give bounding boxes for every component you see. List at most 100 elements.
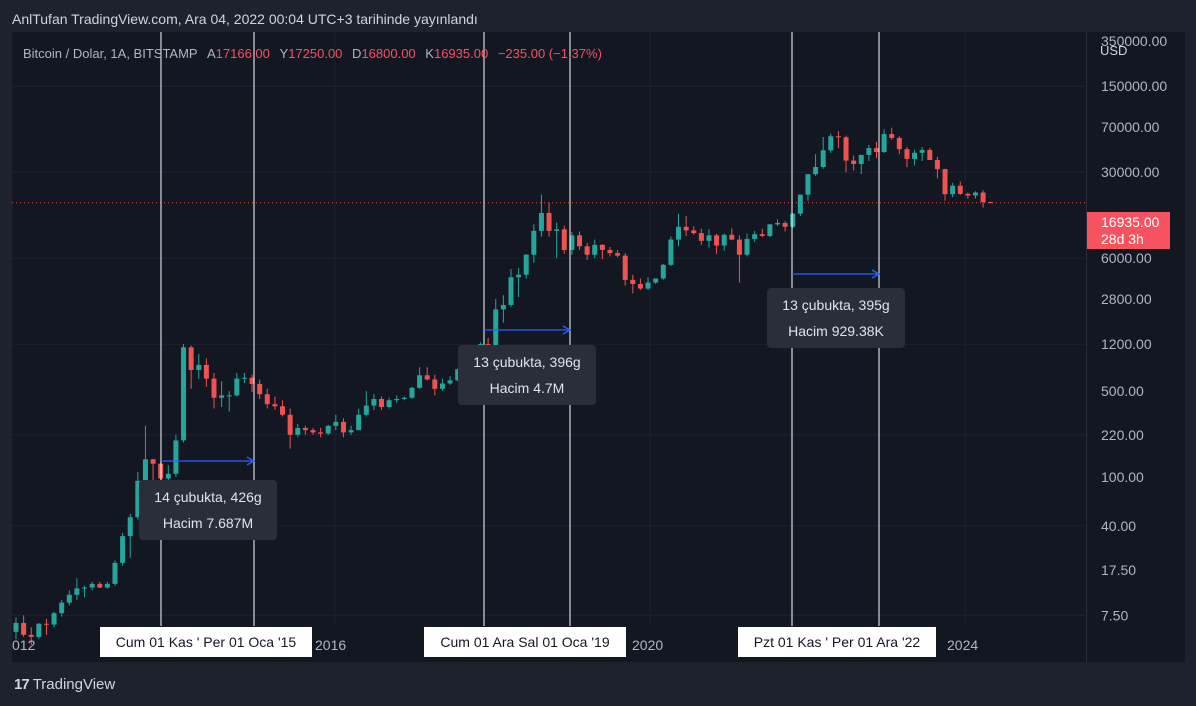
candle-body bbox=[972, 192, 978, 196]
currency-label[interactable]: USD bbox=[1100, 43, 1128, 58]
candle-body bbox=[348, 430, 354, 433]
candle-body bbox=[820, 150, 826, 167]
candle-body bbox=[74, 588, 80, 595]
candle-body bbox=[188, 347, 194, 370]
candle-body bbox=[554, 229, 560, 231]
current-price-value: 16935.00 bbox=[1101, 214, 1160, 230]
volume-value: Hacim 7.687M bbox=[162, 515, 254, 531]
candle-body bbox=[691, 230, 697, 234]
candle-body bbox=[302, 427, 308, 431]
candle-body bbox=[264, 394, 270, 405]
candle-body bbox=[211, 378, 217, 398]
candle-body bbox=[340, 421, 346, 433]
x-tick-label: 012 bbox=[12, 637, 36, 653]
candle-body bbox=[881, 134, 887, 152]
candle-body bbox=[104, 583, 110, 588]
candle-body bbox=[714, 235, 720, 246]
candle-body bbox=[577, 235, 583, 247]
candle-body bbox=[858, 154, 864, 164]
candle-body bbox=[51, 613, 57, 625]
measure-arrow-head bbox=[871, 269, 881, 279]
candle-body bbox=[257, 383, 263, 395]
measure-tooltip-1: 14 çubukta, 426g Hacim 7.687M bbox=[139, 480, 277, 540]
candle-body bbox=[112, 562, 118, 584]
candle-body bbox=[660, 264, 666, 279]
candle-body bbox=[767, 224, 773, 236]
candle-body bbox=[622, 255, 628, 280]
publish-info: AnlTufan TradingView.com, Ara 04, 2022 0… bbox=[12, 11, 478, 27]
y-tick-label: 2800.00 bbox=[1101, 291, 1152, 307]
candle-body bbox=[950, 185, 956, 195]
candle-body bbox=[615, 253, 621, 256]
candle-body bbox=[942, 169, 948, 195]
candle-body bbox=[287, 414, 293, 435]
candle-body bbox=[173, 440, 179, 474]
y-tick-label: 30000.00 bbox=[1101, 164, 1160, 180]
candle-body bbox=[592, 244, 598, 255]
close-value: 16935.00 bbox=[433, 46, 489, 61]
candle-body bbox=[927, 149, 933, 161]
candle-body bbox=[729, 234, 735, 240]
bars-count: 14 çubukta, 426g bbox=[154, 489, 262, 505]
x-highlight-label-3: Pzt 01 Kas ' Per 01 Ara '22 bbox=[738, 627, 936, 657]
candle-body bbox=[889, 134, 895, 138]
candle-body bbox=[828, 136, 834, 151]
candle-body bbox=[759, 234, 765, 236]
candle-body bbox=[538, 212, 544, 231]
candle-body bbox=[896, 137, 902, 150]
open-label: A bbox=[206, 46, 216, 61]
candle-body bbox=[371, 398, 377, 406]
candle-body bbox=[957, 185, 963, 194]
candle-body bbox=[645, 282, 651, 289]
candle-body bbox=[546, 212, 552, 231]
candle-body bbox=[965, 193, 971, 196]
candle-body bbox=[379, 398, 385, 408]
x-tick-label: 2020 bbox=[632, 637, 663, 653]
close-label: K bbox=[425, 46, 434, 61]
candle-body bbox=[790, 213, 796, 227]
candle-body bbox=[988, 202, 994, 204]
price-axis[interactable] bbox=[1086, 32, 1185, 662]
low-value: 16800.00 bbox=[361, 46, 416, 61]
y-tick-label: 70000.00 bbox=[1101, 119, 1160, 135]
x-highlight-label-2: Cum 01 Ara Sal 01 Oca '19 bbox=[424, 627, 626, 657]
y-tick-label: 100.00 bbox=[1101, 469, 1144, 485]
candle-body bbox=[272, 404, 278, 407]
candle-body bbox=[873, 148, 879, 152]
candle-body bbox=[28, 634, 34, 637]
candle-body bbox=[226, 395, 232, 397]
candle-body bbox=[455, 369, 461, 381]
candle-body bbox=[607, 249, 613, 254]
y-tick-label: 6000.00 bbox=[1101, 250, 1152, 266]
candle-body bbox=[310, 430, 316, 433]
candle-body bbox=[782, 222, 788, 227]
candle-body bbox=[599, 244, 605, 250]
candle-body bbox=[752, 234, 758, 239]
candle-body bbox=[249, 377, 255, 384]
candle-body bbox=[866, 148, 872, 155]
y-tick-label: 1200.00 bbox=[1101, 336, 1152, 352]
candle-body bbox=[569, 235, 575, 250]
bars-count: 13 çubukta, 395g bbox=[782, 297, 890, 313]
candle-body bbox=[120, 536, 126, 563]
measure-tooltip-2: 13 çubukta, 396g Hacim 4.7M bbox=[458, 345, 596, 405]
measure-arrow-head bbox=[246, 456, 256, 466]
top-bar: AnlTufan TradingView.com, Ara 04, 2022 0… bbox=[0, 0, 1196, 38]
candle-body bbox=[295, 427, 301, 435]
candle-body bbox=[508, 277, 514, 305]
y-tick-label: 150000.00 bbox=[1101, 78, 1167, 94]
candle-body bbox=[561, 229, 567, 250]
volume-value: Hacim 4.7M bbox=[489, 380, 565, 396]
symbol-legend: Bitcoin / Dolar, 1A, BITSTAMP A17166.00 … bbox=[23, 46, 602, 61]
high-label: Y bbox=[279, 46, 289, 61]
tradingview-brand[interactable]: 17 TradingView bbox=[14, 676, 115, 693]
bottom-bar: 17 TradingView bbox=[0, 662, 1196, 706]
candle-body bbox=[394, 398, 400, 401]
candle-body bbox=[142, 459, 148, 481]
y-tick-label: 350000.00 bbox=[1101, 33, 1167, 49]
candle-body bbox=[500, 304, 506, 310]
candle-body bbox=[653, 278, 659, 283]
candle-body bbox=[43, 623, 49, 625]
candle-body bbox=[447, 380, 453, 384]
